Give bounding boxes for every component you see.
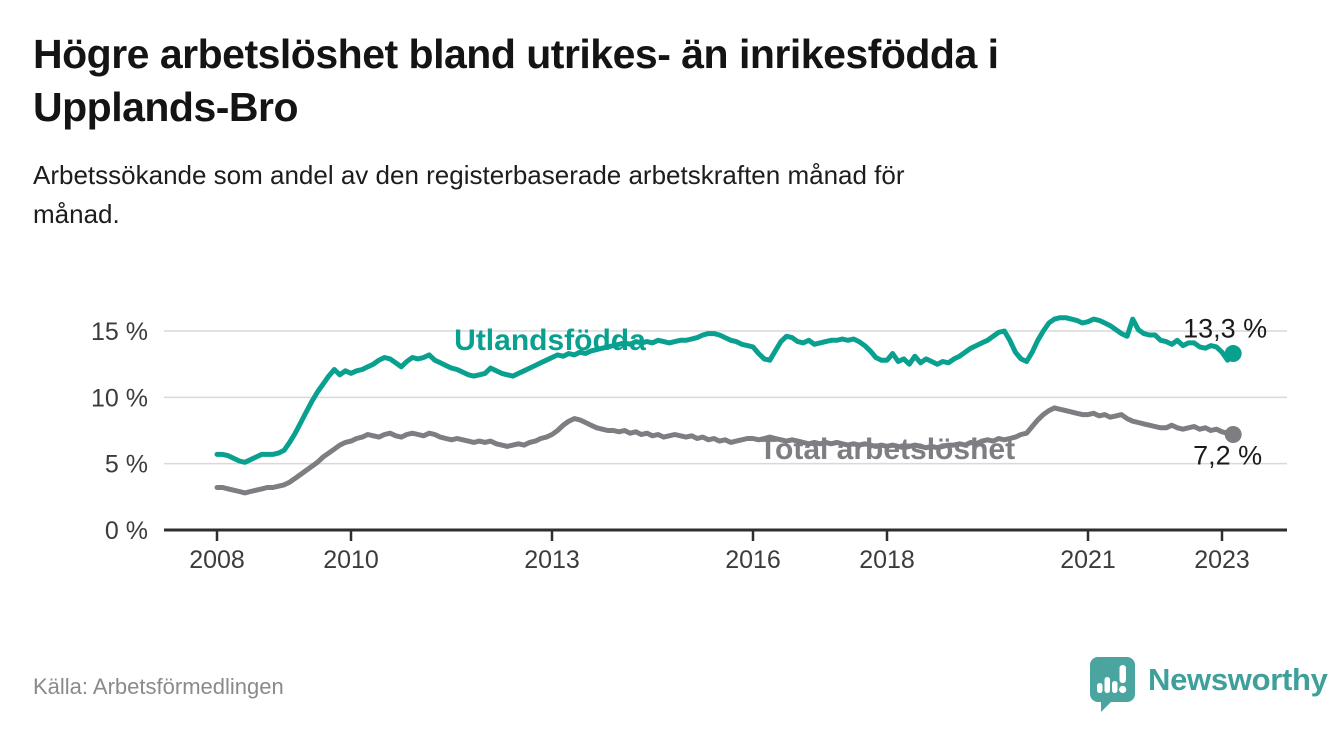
chart-subtitle: Arbetssökande som andel av den registerb…: [33, 156, 1313, 234]
newsworthy-logo-icon: [1090, 657, 1135, 712]
series-line-utlandsfodda: [214, 315, 1236, 465]
y-tick-label: 0 %: [105, 517, 148, 545]
page-title-line-2: Upplands-Bro: [33, 84, 299, 130]
x-tick-label: 2008: [189, 546, 245, 574]
subtitle-line-2: månad.: [33, 199, 120, 229]
x-tick-label: 2013: [524, 546, 580, 574]
series-name-label: Total arbetslöshet: [759, 433, 1015, 466]
source-credit: Källa: Arbetsförmedlingen: [33, 674, 284, 699]
y-tick-label: 10 %: [91, 384, 148, 412]
x-tick-label: 2018: [859, 546, 915, 574]
x-tick-label: 2023: [1194, 546, 1250, 574]
series-end-dot: [1224, 425, 1242, 443]
series-end-label: 13,3 %: [1183, 314, 1267, 344]
page-title-line-1: Högre arbetslöshet bland utrikes- än inr…: [33, 31, 999, 77]
x-tick-label: 2016: [725, 546, 781, 574]
subtitle-line-1: Arbetssökande som andel av den registerb…: [33, 160, 905, 190]
newsworthy-brand: Newsworthy: [1088, 656, 1328, 713]
y-tick-label: 5 %: [105, 451, 148, 479]
series-end-dot: [1224, 345, 1242, 363]
series-end-label: 7,2 %: [1193, 440, 1262, 470]
series-line-total: [214, 405, 1236, 496]
x-tick-label: 2010: [323, 546, 379, 574]
chart-header: Högre arbetslöshet bland utrikes- än inr…: [33, 28, 1313, 234]
y-tick-label: 15 %: [91, 318, 148, 346]
series-name-label: Utlandsfödda: [454, 324, 646, 357]
newsworthy-wordmark: Newsworthy: [1148, 661, 1328, 697]
x-tick-label: 2021: [1060, 546, 1116, 574]
